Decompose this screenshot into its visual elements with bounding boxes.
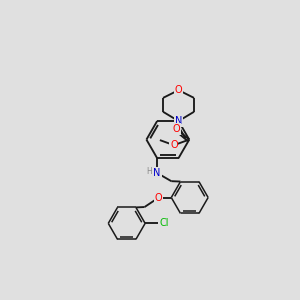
Text: N: N <box>153 168 161 178</box>
Text: Cl: Cl <box>159 218 169 228</box>
Text: O: O <box>155 193 163 202</box>
Text: O: O <box>175 85 182 95</box>
Text: H: H <box>146 167 152 176</box>
Text: O: O <box>170 140 178 150</box>
Text: N: N <box>175 116 182 126</box>
Text: O: O <box>173 124 181 134</box>
